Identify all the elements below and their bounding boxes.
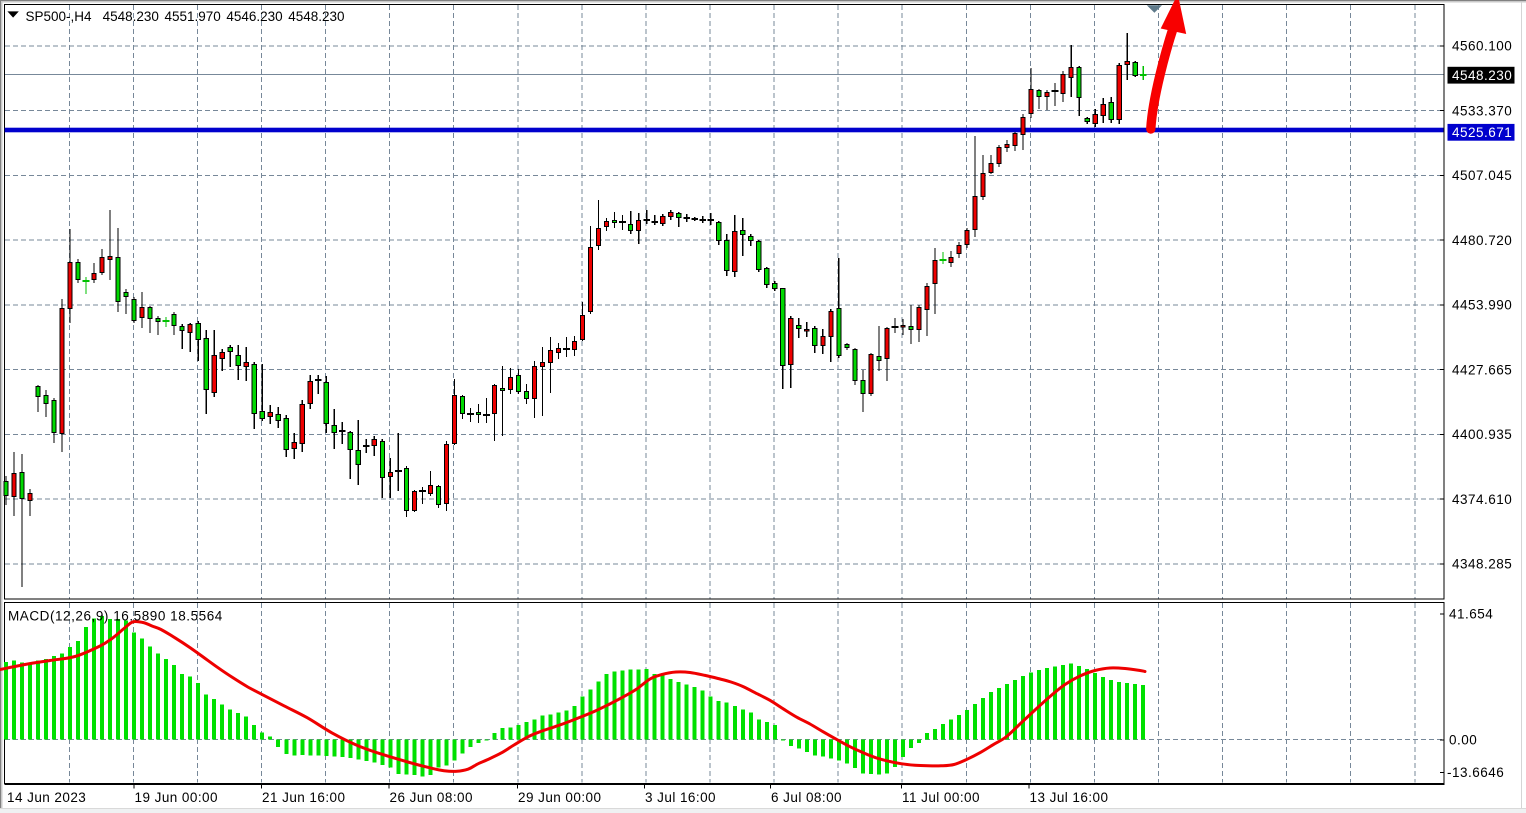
svg-text:19 Jun 00:00: 19 Jun 00:00 (135, 790, 218, 805)
svg-text:4427.665: 4427.665 (1452, 362, 1512, 377)
svg-text:26 Jun 08:00: 26 Jun 08:00 (390, 790, 473, 805)
svg-text:4548.230: 4548.230 (1452, 68, 1512, 83)
svg-text:4525.671: 4525.671 (1452, 125, 1512, 140)
svg-text:41.654: 41.654 (1449, 607, 1493, 622)
svg-text:14 Jun 2023: 14 Jun 2023 (7, 790, 86, 805)
svg-text:SP500-,H4 4548.230 4551.970 4: SP500-,H4 4548.230 4551.970 4546.230 454… (26, 9, 345, 24)
svg-text:13 Jul 16:00: 13 Jul 16:00 (1030, 790, 1109, 805)
svg-text:4400.935: 4400.935 (1452, 427, 1512, 442)
svg-text:4480.720: 4480.720 (1452, 233, 1512, 248)
svg-text:3 Jul 16:00: 3 Jul 16:00 (645, 790, 716, 805)
svg-text:MACD(12,26,9) 16.5890 18.5564: MACD(12,26,9) 16.5890 18.5564 (8, 609, 223, 624)
svg-text:0.00: 0.00 (1449, 733, 1477, 748)
svg-text:11 Jul 00:00: 11 Jul 00:00 (902, 790, 980, 805)
svg-text:4507.045: 4507.045 (1452, 168, 1512, 183)
svg-text:4374.610: 4374.610 (1452, 492, 1512, 507)
svg-text:4533.370: 4533.370 (1452, 103, 1512, 118)
svg-text:4348.285: 4348.285 (1452, 557, 1512, 572)
svg-text:-13.6646: -13.6646 (1447, 765, 1504, 780)
svg-text:4453.990: 4453.990 (1452, 298, 1512, 313)
svg-text:29 Jun 00:00: 29 Jun 00:00 (518, 790, 601, 805)
svg-text:6 Jul 08:00: 6 Jul 08:00 (771, 790, 842, 805)
svg-text:4560.100: 4560.100 (1452, 39, 1512, 54)
svg-text:21 Jun 16:00: 21 Jun 16:00 (262, 790, 345, 805)
